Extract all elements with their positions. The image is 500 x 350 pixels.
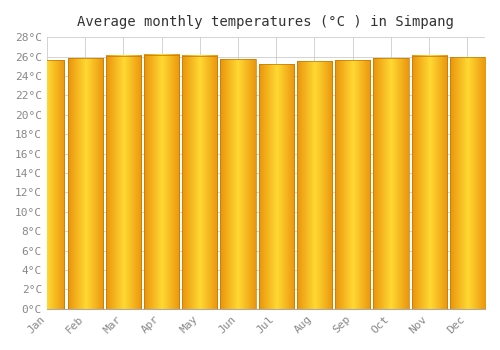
Bar (220, 60, 256, 309)
Bar (258, 64, 294, 309)
Bar (144, 55, 179, 309)
Bar (412, 56, 447, 309)
Bar (182, 56, 218, 309)
Bar (374, 58, 408, 309)
Bar (450, 57, 485, 309)
Bar (68, 58, 102, 309)
Bar (106, 56, 141, 309)
Bar (335, 61, 370, 309)
Bar (30, 61, 64, 309)
Bar (297, 61, 332, 309)
Title: Average monthly temperatures (°C ) in Simpang: Average monthly temperatures (°C ) in Si… (78, 15, 454, 29)
